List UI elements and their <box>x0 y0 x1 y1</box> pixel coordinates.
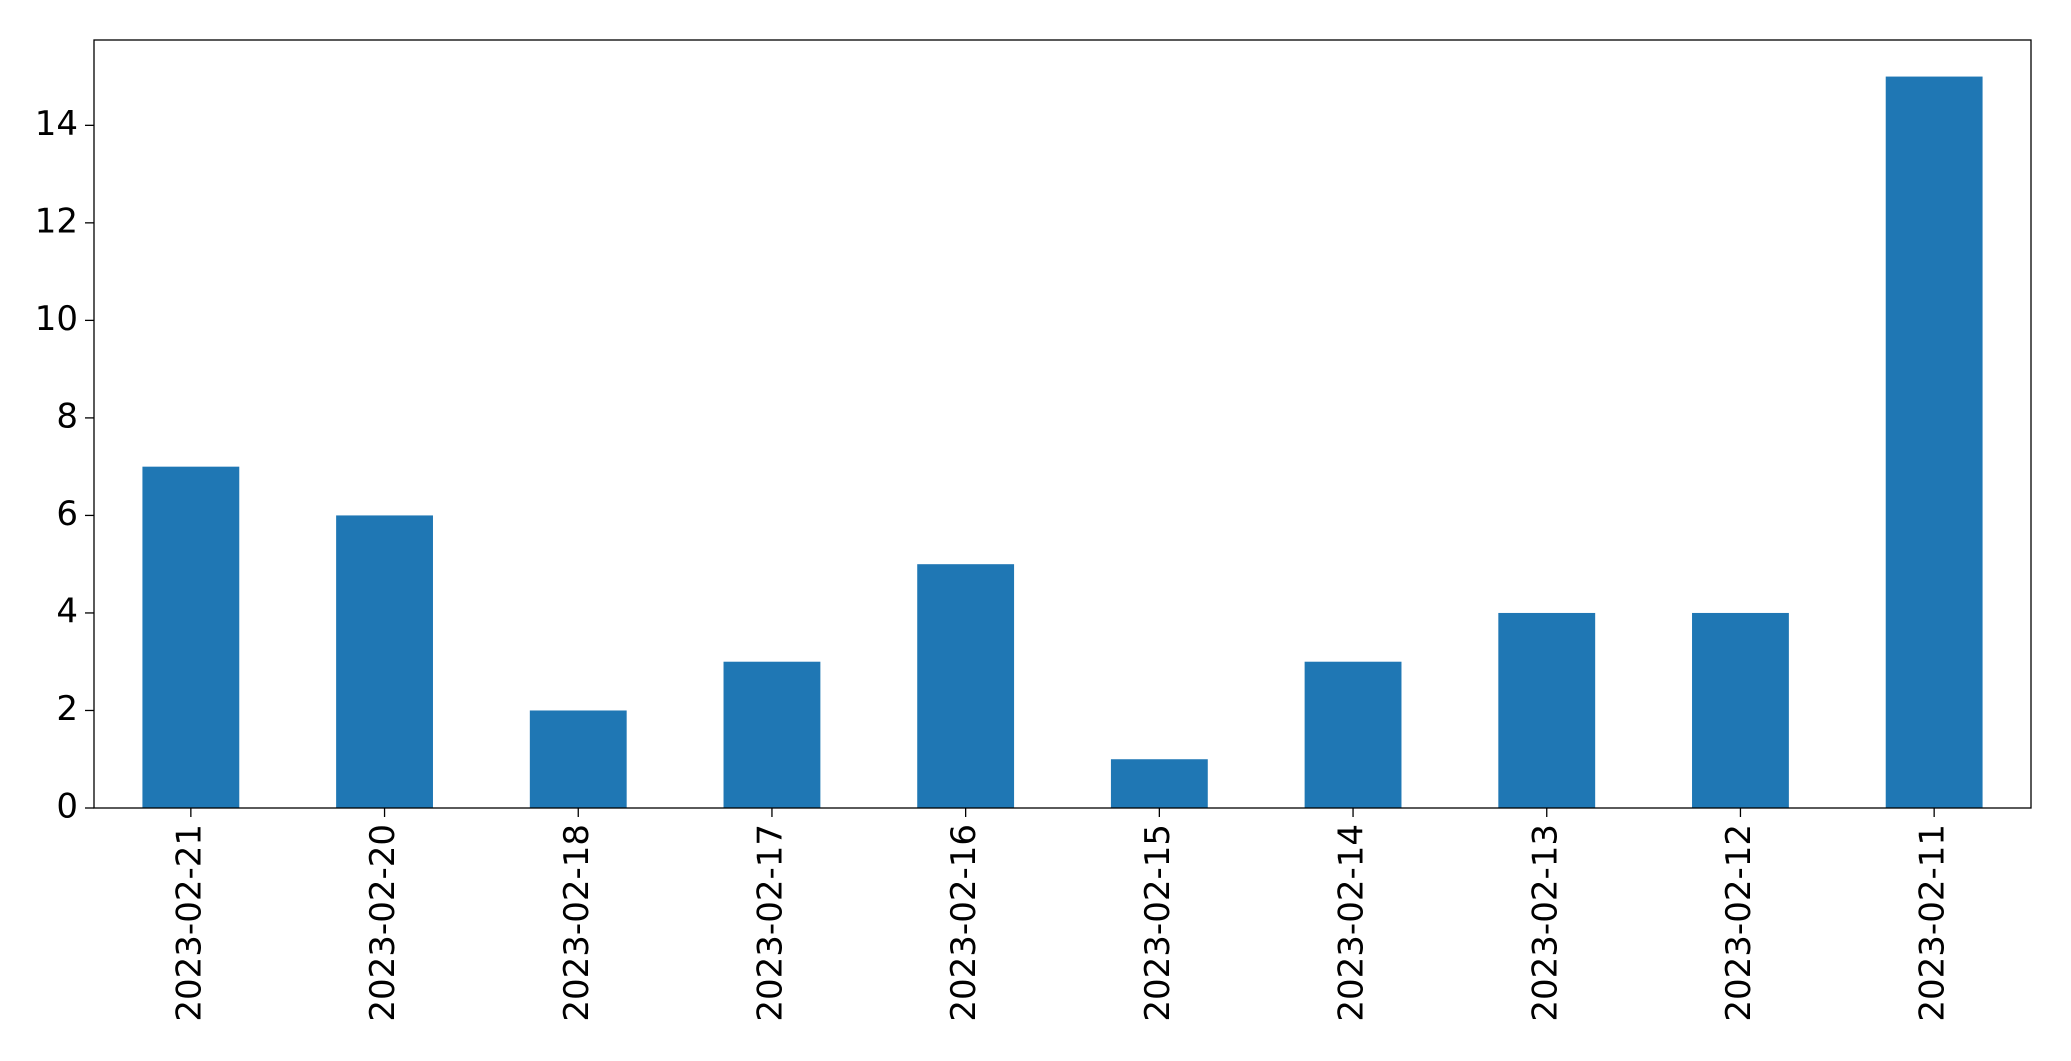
bar <box>723 661 821 808</box>
bar <box>1110 759 1208 808</box>
bar <box>529 710 627 808</box>
plot-frame <box>93 39 2032 809</box>
x-tick-label: 2023-02-11 <box>1913 824 1953 1022</box>
x-tick-label: 2023-02-16 <box>944 824 984 1022</box>
x-tick-label: 2023-02-20 <box>363 824 403 1022</box>
y-tick-label: 2 <box>56 689 78 729</box>
bar <box>336 515 433 808</box>
x-tick-label: 2023-02-12 <box>1719 824 1759 1022</box>
y-tick-label: 14 <box>35 104 78 144</box>
x-tick-label: 2023-02-21 <box>169 824 209 1022</box>
y-tick-label: 0 <box>56 787 78 827</box>
y-tick-label: 4 <box>56 591 78 631</box>
bar <box>1498 612 1596 808</box>
x-tick-label: 2023-02-14 <box>1332 824 1372 1022</box>
x-tick-label: 2023-02-15 <box>1138 824 1178 1022</box>
y-tick-label: 8 <box>56 396 78 436</box>
x-tick-label: 2023-02-18 <box>557 824 597 1022</box>
y-tick-label: 12 <box>35 201 78 241</box>
bar <box>1692 612 1789 808</box>
x-tick-label: 2023-02-17 <box>750 824 790 1022</box>
y-tick-label: 10 <box>35 299 78 339</box>
y-tick-label: 6 <box>56 494 78 534</box>
x-tick-label: 2023-02-13 <box>1525 824 1565 1022</box>
bar <box>142 466 240 808</box>
bar <box>1304 661 1402 808</box>
bar <box>1885 76 1983 809</box>
bar <box>917 564 1015 808</box>
